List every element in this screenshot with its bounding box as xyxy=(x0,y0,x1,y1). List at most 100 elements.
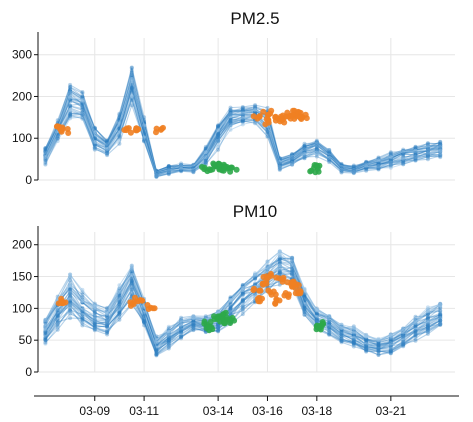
series-point-pm25 xyxy=(253,103,258,108)
series-point-pm10 xyxy=(240,292,245,297)
series-point-pm25 xyxy=(154,173,159,178)
series-point-pm10 xyxy=(191,324,196,329)
series-point-pm10 xyxy=(277,260,282,265)
series-point-pm10 xyxy=(105,330,110,335)
series-point-pm10 xyxy=(117,302,122,307)
series-point-pm10 xyxy=(179,329,184,334)
series-point-pm10 xyxy=(425,326,430,331)
series-point-pm10 xyxy=(401,327,406,332)
series-point-pm10 xyxy=(92,310,97,315)
series-point-pm10 xyxy=(228,297,233,302)
series-point-pm10 xyxy=(438,322,443,327)
series-point-pm25 xyxy=(191,164,196,169)
series-point-pm10 xyxy=(327,332,332,337)
series-point-pm10 xyxy=(191,325,196,330)
series-point-pm10 xyxy=(191,327,196,332)
series-point-pm25 xyxy=(105,138,110,143)
series-point-pm25 xyxy=(92,140,97,145)
series-point-pm10 xyxy=(388,351,393,356)
series-point-pm10 xyxy=(425,313,430,318)
series-point-pm25 xyxy=(413,154,418,159)
series-point-pm10 xyxy=(425,324,430,329)
series-point-pm10 xyxy=(191,322,196,327)
series-point-pm10 xyxy=(166,326,171,331)
series-point-pm10 xyxy=(228,312,233,316)
series-point-pm10 xyxy=(314,317,319,322)
series-point-pm10 xyxy=(80,287,85,292)
series-point-pm25 xyxy=(43,155,48,159)
series-point-pm25 xyxy=(55,136,60,141)
series-point-pm25 xyxy=(413,144,418,149)
series-point-pm25 xyxy=(216,138,221,143)
series-point-pm10 xyxy=(154,345,159,350)
series-point-pm25 xyxy=(401,151,406,156)
series-point-pm25 xyxy=(80,97,85,102)
series-point-pm25 xyxy=(425,141,430,146)
series-point-pm10 xyxy=(351,340,356,345)
series-point-pm25 xyxy=(68,104,73,109)
series-point-pm10 xyxy=(240,306,245,311)
series-point-pm10 xyxy=(388,346,393,351)
series-point-pm25 xyxy=(80,105,85,110)
series-line-pm25 xyxy=(44,86,441,176)
series-point-pm10 xyxy=(105,323,110,328)
series-point-pm10 xyxy=(327,319,332,324)
series-point-pm10 xyxy=(438,318,443,323)
series-point-pm10 xyxy=(216,329,221,333)
series-point-pm25 xyxy=(129,70,134,75)
series-point-pm25 xyxy=(314,142,319,147)
series-point-pm10 xyxy=(92,325,97,330)
series-point-pm10 xyxy=(413,330,418,335)
series-point-pm25 xyxy=(166,169,171,174)
series-point-pm10 xyxy=(314,312,319,316)
series-point-pm10 xyxy=(105,325,110,330)
series-point-pm10 xyxy=(376,349,381,354)
series-point-pm10 xyxy=(43,336,48,341)
highlight-point-orange-pm25 xyxy=(127,129,134,136)
series-point-pm10 xyxy=(68,292,73,296)
series-point-pm10 xyxy=(425,319,430,324)
highlight-point-green-pm25 xyxy=(216,161,223,168)
series-point-pm25 xyxy=(240,118,245,123)
series-point-pm25 xyxy=(438,145,443,150)
series-point-pm10 xyxy=(117,311,122,316)
series-point-pm10 xyxy=(351,337,356,342)
series-point-pm10 xyxy=(92,323,97,328)
series-point-pm10 xyxy=(142,323,147,328)
series-point-pm10 xyxy=(302,295,307,299)
series-point-pm10 xyxy=(240,312,245,317)
series-point-pm10 xyxy=(68,299,73,303)
series-point-pm10 xyxy=(68,283,73,288)
highlight-point-orange-pm10 xyxy=(270,288,277,295)
series-point-pm10 xyxy=(179,319,184,324)
series-point-pm10 xyxy=(117,310,122,315)
series-point-pm10 xyxy=(401,335,406,340)
series-line-pm25 xyxy=(44,67,441,172)
series-point-pm10 xyxy=(80,316,85,321)
series-point-pm25 xyxy=(228,105,233,110)
x-tick-label: 03-18 xyxy=(301,404,332,418)
highlight-point-orange-pm25 xyxy=(158,125,165,132)
series-point-pm25 xyxy=(129,86,134,91)
series-point-pm25 xyxy=(105,153,110,158)
series-point-pm10 xyxy=(142,318,147,323)
series-point-pm25 xyxy=(92,145,97,150)
series-point-pm10 xyxy=(117,296,122,301)
series-point-pm10 xyxy=(216,310,221,315)
series-point-pm10 xyxy=(425,309,430,314)
series-point-pm25 xyxy=(438,148,443,153)
series-point-pm10 xyxy=(339,338,344,343)
series-point-pm10 xyxy=(351,335,356,340)
highlight-point-orange-pm10 xyxy=(268,272,274,279)
series-line-pm10 xyxy=(44,278,441,356)
series-point-pm10 xyxy=(364,343,369,348)
series-point-pm10 xyxy=(179,331,184,336)
series-point-pm10 xyxy=(154,347,159,352)
series-point-pm10 xyxy=(166,346,171,351)
highlight-point-orange-pm25 xyxy=(298,113,305,120)
series-point-pm10 xyxy=(117,306,122,311)
series-point-pm25 xyxy=(327,157,332,162)
highlight-point-orange-pm10 xyxy=(281,292,288,299)
series-point-pm25 xyxy=(117,130,122,135)
